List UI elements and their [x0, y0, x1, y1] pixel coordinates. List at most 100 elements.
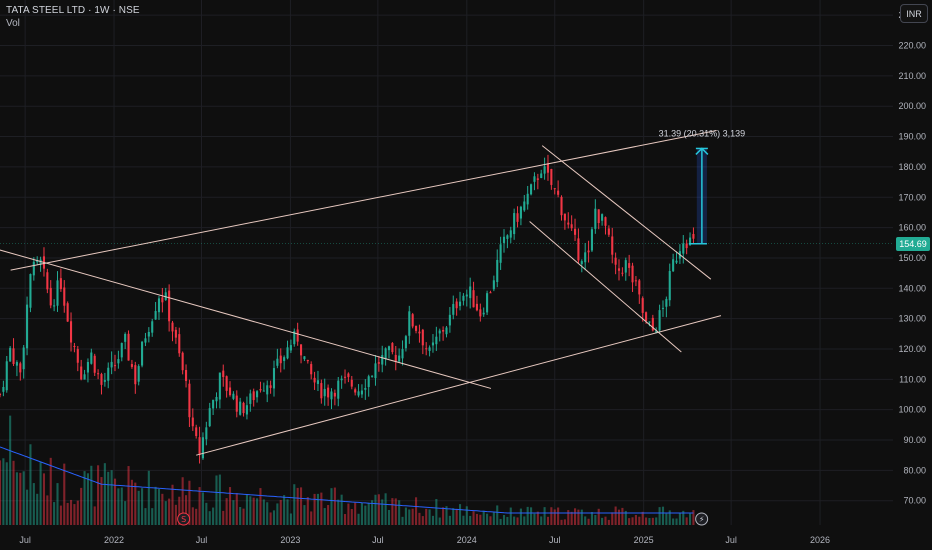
candle-body — [181, 352, 184, 371]
volume-bar — [631, 517, 634, 525]
trendline[interactable] — [10, 130, 717, 271]
candle-body — [12, 348, 15, 364]
trendlines-layer[interactable] — [0, 130, 722, 456]
time-tick-label: Jul — [725, 535, 737, 545]
trendline[interactable] — [0, 249, 492, 389]
trendline[interactable] — [196, 315, 722, 456]
volume-bar — [76, 500, 79, 525]
volume-bar — [215, 475, 218, 525]
candle-body — [259, 389, 262, 391]
candle-body — [611, 236, 614, 255]
price-tick-label: 110.00 — [899, 374, 926, 384]
volume-bar — [340, 494, 343, 525]
volume-bar — [306, 497, 309, 525]
candle-body — [431, 342, 435, 346]
split-event-icon[interactable]: S — [177, 512, 191, 526]
candle-body — [205, 427, 208, 440]
symbol-title: TATA STEEL LTD · 1W · NSE — [6, 5, 140, 16]
candle-body — [668, 271, 671, 301]
volume-bar — [688, 513, 692, 525]
candle-body — [276, 358, 279, 366]
candle-body — [168, 290, 171, 322]
candle-body — [546, 163, 550, 173]
candle-body — [327, 387, 330, 398]
candle-body — [421, 329, 424, 346]
volume-bar — [151, 508, 154, 525]
trendline[interactable] — [541, 145, 712, 280]
volume-bar — [157, 488, 161, 525]
volume-bar — [32, 483, 35, 525]
candle-body — [661, 307, 665, 309]
volume-bar — [9, 415, 12, 525]
volume-bar — [245, 494, 248, 525]
volume-bar — [492, 512, 495, 525]
volume-bar — [42, 473, 46, 525]
volume-bar — [5, 462, 8, 525]
volume-bar — [117, 488, 120, 525]
volume-bar — [655, 517, 658, 525]
volume-bar — [310, 511, 313, 525]
volume-bar — [289, 513, 292, 525]
volume-bar — [178, 496, 181, 525]
volume-bar — [63, 463, 66, 525]
volume-bar — [272, 510, 276, 525]
volume-bar — [49, 457, 52, 525]
candle-body — [394, 354, 397, 362]
volume-bar — [418, 512, 421, 525]
candle-body — [401, 349, 404, 359]
candle-body — [448, 314, 451, 326]
candle-body — [296, 329, 299, 342]
volume-bar — [489, 516, 492, 525]
volume-bar — [601, 517, 604, 525]
price-axis[interactable]: 230.00220.00210.00200.00190.00180.00170.… — [893, 0, 932, 550]
volume-bar — [458, 504, 462, 525]
volume-bar — [120, 487, 123, 525]
trendline[interactable] — [529, 221, 682, 353]
candle-body — [69, 321, 73, 343]
time-tick-label: 2026 — [810, 535, 830, 545]
volume-bar — [127, 466, 130, 525]
dividend-event-icon[interactable]: ⚡ — [695, 512, 709, 526]
volume-bar — [638, 516, 641, 525]
volume-bar — [113, 478, 117, 525]
candle-body — [113, 365, 117, 367]
currency-button[interactable]: INR — [900, 4, 928, 23]
candle-body — [408, 311, 411, 336]
price-tick-label: 190.00 — [898, 132, 926, 142]
candle-body — [15, 362, 18, 366]
candle-body — [161, 297, 164, 303]
volume-bar — [283, 495, 286, 525]
candle-body — [479, 309, 482, 317]
volume-ma-line — [0, 446, 694, 514]
volume-bar — [536, 511, 539, 525]
volume-bar — [668, 510, 671, 525]
volume-bar — [134, 482, 137, 525]
candle-body — [458, 301, 462, 307]
candle-body — [293, 331, 296, 345]
volume-bar — [658, 507, 661, 525]
volume-bar — [577, 509, 580, 525]
events-layer[interactable]: S ⚡ — [177, 512, 709, 526]
candle-body — [36, 260, 39, 263]
candle-body — [300, 344, 303, 356]
price-tick-label: 100.00 — [898, 405, 926, 415]
volume-bar — [614, 506, 617, 525]
volume-bar — [212, 507, 215, 525]
candle-body — [682, 243, 685, 254]
candle-body — [425, 348, 428, 350]
volume-bar — [201, 492, 205, 525]
volume-bar — [19, 472, 22, 525]
measure-tool[interactable]: 31.39 (20.31%) 3,139 — [659, 128, 746, 245]
candle-body — [201, 437, 205, 459]
time-axis[interactable]: Jul 2022 Jul 2023 Jul 2024 Jul 2025 Jul 2026 — [19, 535, 830, 545]
volume-bar — [2, 458, 5, 525]
candle-body — [154, 311, 157, 320]
volume-bar — [475, 513, 478, 525]
candle-body — [29, 274, 32, 308]
volume-bar — [479, 514, 482, 525]
volume-bar — [293, 484, 296, 525]
volume-bar — [15, 472, 18, 525]
price-tick-label: 160.00 — [898, 223, 926, 233]
candle-body — [533, 176, 536, 182]
